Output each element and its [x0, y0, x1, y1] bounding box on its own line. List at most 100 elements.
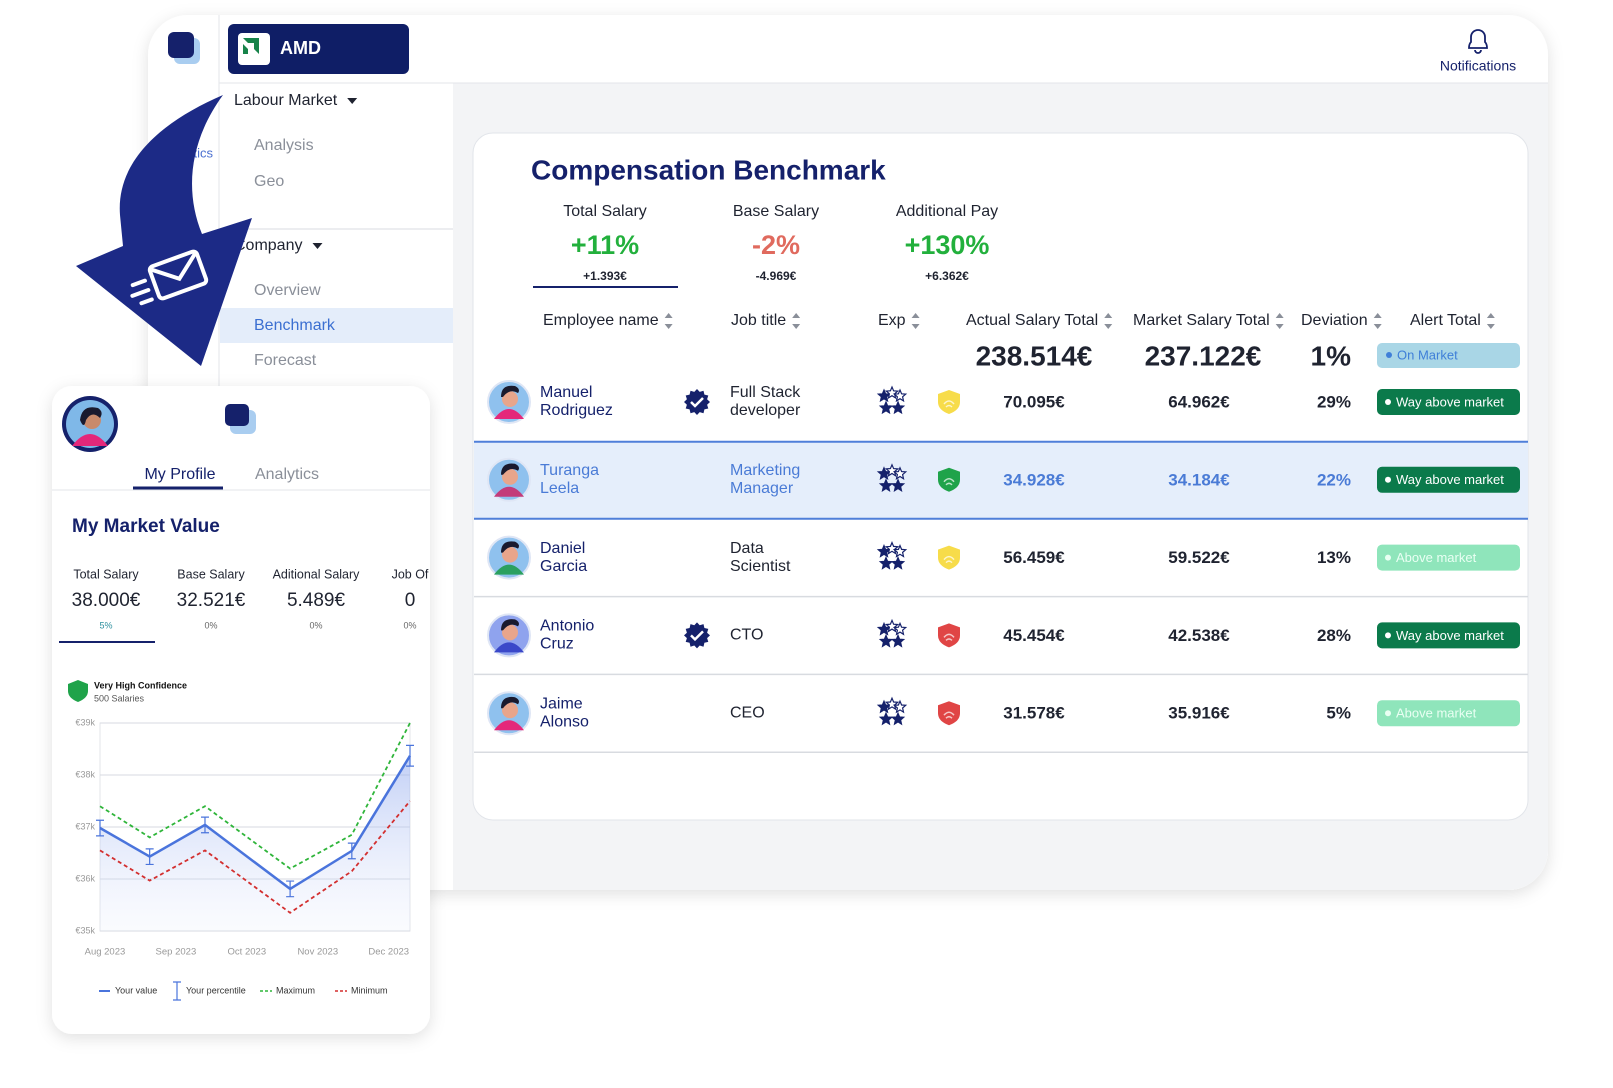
employee-name: Rodriguez [540, 402, 613, 419]
alert-badge [1377, 389, 1520, 415]
benchmark-card: Compensation Benchmark Total Salary +11% +… [472, 132, 1529, 821]
employee-name: Jaime [540, 695, 583, 712]
legend-label: Minimum [351, 985, 388, 995]
error-bar [347, 842, 356, 860]
avatar-body [494, 486, 524, 497]
y-tick-label: €36k [75, 873, 95, 883]
column-header[interactable]: Job title [731, 312, 786, 329]
employee-name: Manuel [540, 384, 592, 401]
employee-name: Cruz [540, 636, 574, 653]
exp-star [892, 388, 908, 403]
bell-icon[interactable] [1468, 29, 1488, 54]
alert-badge [1377, 700, 1520, 727]
confidence-shield [68, 680, 88, 702]
profile-tab[interactable]: Analytics [255, 466, 319, 483]
total-alert: On Market [1397, 347, 1458, 362]
market-salary: 35.916€ [1168, 704, 1230, 723]
confidence-shield [938, 623, 960, 648]
sidebar-group[interactable]: Labour Market [234, 92, 338, 109]
summary-label: Total Salary [563, 203, 647, 220]
exp-star [892, 621, 908, 636]
badge-dot [1385, 710, 1391, 717]
legend: Your value Your percentile Maximum Minimum [99, 981, 388, 1001]
sidebar-item[interactable]: Analysis [254, 137, 314, 154]
sort-icon[interactable] [1104, 313, 1113, 329]
summary-amount: +1.393€ [583, 269, 627, 283]
market-salary: 42.538€ [1168, 626, 1230, 645]
deviation: 29% [1317, 392, 1351, 411]
sidebar-item[interactable]: Benchmark [254, 317, 336, 334]
column-header[interactable]: Market Salary Total [1133, 312, 1270, 329]
actual-salary: 70.095€ [1003, 392, 1065, 411]
arrow [76, 95, 252, 366]
column-header[interactable]: Employee name [543, 312, 659, 329]
avatar-body [494, 642, 524, 653]
total-market: 237.122€ [1145, 340, 1262, 371]
brand-box[interactable] [228, 24, 409, 74]
sidebar-item[interactable]: Forecast [254, 352, 317, 369]
column-header[interactable]: Actual Salary Total [966, 312, 1098, 329]
job-title: developer [730, 402, 801, 419]
sort-icon[interactable] [911, 313, 920, 329]
verified-check [690, 630, 704, 642]
summary-change: -2% [752, 230, 800, 260]
alert-label: Way above market [1396, 394, 1504, 409]
sidebar-group[interactable]: Company [234, 237, 302, 254]
market-salary: 64.962€ [1168, 392, 1230, 411]
column-header[interactable]: Alert Total [1410, 312, 1481, 329]
summary-change: +11% [571, 230, 639, 260]
deviation: 13% [1317, 548, 1351, 567]
sort-icon[interactable] [792, 313, 801, 329]
avatar-hair [501, 541, 519, 553]
exp-star [878, 400, 894, 415]
column-header[interactable]: Exp [878, 312, 906, 329]
actual-salary: 45.454€ [1003, 626, 1065, 645]
legend-label: Your value [115, 985, 157, 995]
avatar-hair [501, 463, 519, 475]
shield-mark [943, 400, 955, 408]
sort-icon[interactable] [1373, 313, 1382, 329]
column-header[interactable]: Deviation [1301, 312, 1368, 329]
arrow-graphic [76, 95, 252, 366]
summary-amount: +6.362€ [925, 269, 969, 283]
stat-change: 5% [99, 620, 112, 630]
job-title: Marketing [730, 462, 800, 479]
stat-value: 32.521€ [177, 590, 246, 611]
logo-front [168, 32, 194, 58]
stat-change: 0% [403, 620, 416, 630]
market-salary: 34.184€ [1168, 470, 1230, 489]
job-title: CEO [730, 704, 765, 721]
confidence-shield [938, 545, 960, 570]
sort-icon[interactable] [1275, 313, 1284, 329]
confidence-shield [938, 467, 960, 492]
notifications-label[interactable]: Notifications [1440, 58, 1516, 74]
badge-dot [1385, 399, 1391, 405]
sort-icon[interactable] [1486, 313, 1495, 329]
brand-icon [243, 38, 259, 54]
avatar-face [502, 546, 518, 563]
verified-badge [684, 389, 710, 415]
exp-star [878, 478, 894, 492]
exp-star [876, 544, 892, 558]
avatar-face [502, 391, 518, 407]
exp-star [876, 388, 892, 403]
profile-tab[interactable]: My Profile [144, 466, 215, 483]
avatar-body [494, 409, 524, 419]
sidebar-item[interactable]: Overview [254, 282, 321, 299]
avatar-hair [501, 619, 519, 631]
stat-value: 38.000€ [72, 590, 141, 611]
stat-change: 0% [204, 620, 217, 630]
sidebar-item[interactable]: Geo [254, 173, 284, 190]
badge-dot [1385, 476, 1391, 483]
market-salary: 59.522€ [1168, 548, 1230, 567]
sort-icon[interactable] [664, 313, 673, 329]
error-bar [145, 848, 154, 866]
shield-mark [943, 478, 955, 486]
stat-label: Total Salary [73, 567, 139, 581]
